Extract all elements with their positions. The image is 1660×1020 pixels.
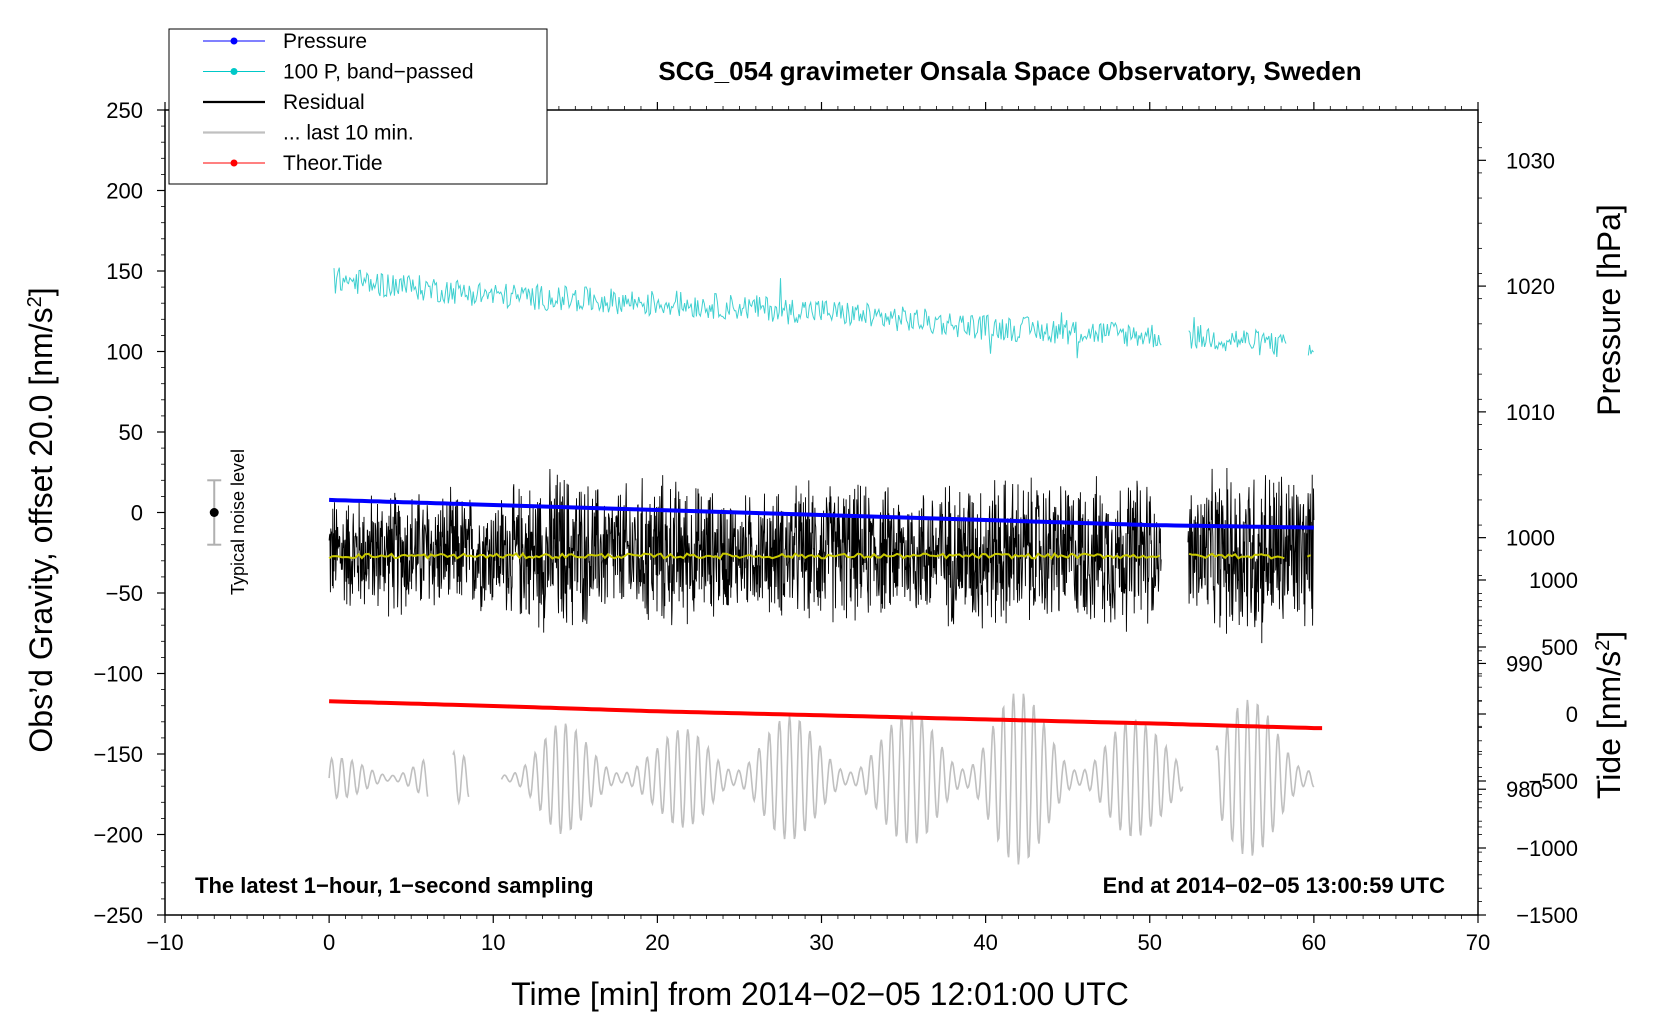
x-tick-label: 20 [645,930,669,955]
series-band-passed-pressure [333,267,1314,359]
legend-item: Residual [203,91,365,114]
legend-item: 100 P, band−passed [203,61,474,84]
y-left-tick-label: −100 [93,662,143,687]
noise-bar-center [209,508,219,517]
y-axis-label-tide: Tide [nm/s2] [1591,631,1627,799]
x-tick-label: 10 [481,930,505,955]
series-residual [328,467,1315,644]
pressure-tick-label: 980 [1506,777,1543,802]
series-last-10-min [328,693,1315,865]
y-left-tick-label: −200 [93,823,143,848]
tide-tick-label: −1000 [1516,836,1578,861]
legend-label: ... last 10 min. [283,122,414,145]
legend-label: Pressure [283,30,367,53]
y-left-tick-label: 0 [131,501,143,526]
pressure-tick-label: 1010 [1506,400,1555,425]
legend-item: Theor.Tide [203,152,383,175]
noise-level-bar [207,479,222,546]
y-left-tick-label: 200 [106,179,143,204]
pressure-tick-label: 1000 [1506,526,1555,551]
x-tick-label: 0 [323,930,335,955]
series-residual-smoothed [328,551,1312,560]
x-tick-label: 60 [1302,930,1326,955]
series-theoretical-tide [329,699,1323,731]
y-axis-label-left: Obs’d Gravity, offset 20.0 [nm/s2] [23,287,59,752]
legend-box [168,28,548,185]
pressure-tick-label: 990 [1506,651,1543,676]
legend-item: Pressure [203,30,367,53]
chart-title: SCG_054 gravimeter Onsala Space Observat… [658,56,1361,86]
tide-tick-label: 500 [1541,635,1578,660]
legend-marker [230,37,238,45]
pressure-tick-label: 1030 [1506,148,1555,173]
tide-tick-label: −500 [1528,769,1578,794]
x-tick-label: 30 [809,930,833,955]
x-tick-label: 70 [1466,930,1490,955]
tide-tick-label: 0 [1566,702,1578,727]
legend-label: Residual [283,91,365,114]
annotation-sampling: The latest 1−hour, 1−second sampling [195,873,594,898]
x-axis-label: Time [min] from 2014−02−05 12:01:00 UTC [511,976,1129,1012]
annotation-end-time: End at 2014−02−05 13:00:59 UTC [1103,873,1446,898]
pressure-tick-label: 1020 [1506,274,1555,299]
tide-tick-label: 1000 [1529,568,1578,593]
y-left-tick-label: −250 [93,903,143,928]
legend-marker [230,68,238,75]
series-layer [328,267,1323,865]
noise-level-label: Typical noise level [228,449,248,595]
legend-label: Theor.Tide [283,152,383,175]
y-left-tick-label: −150 [93,742,143,767]
legend-label: 100 P, band−passed [283,61,474,84]
y-left-tick-label: 50 [119,420,143,445]
y-left-tick-label: 100 [106,340,143,365]
legend: Pressure 100 P, band−passed Residual ... la… [168,28,548,185]
y-axis-label-pressure: Pressure [hPa] [1591,204,1627,416]
tide-tick-label: −1500 [1516,903,1578,928]
x-tick-label: 40 [973,930,997,955]
series-pressure [329,497,1314,530]
legend-marker [230,159,238,167]
legend-item: ... last 10 min. [203,122,414,145]
y-left-tick-label: 150 [106,259,143,284]
x-tick-label: 50 [1138,930,1162,955]
axes-layer: −10 0 10 20 30 40 50 60 70−250−200−150−100−50050… [93,98,1578,955]
x-tick-label: −10 [146,930,183,955]
y-left-tick-label: −50 [106,581,143,606]
y-left-tick-label: 250 [106,98,143,123]
